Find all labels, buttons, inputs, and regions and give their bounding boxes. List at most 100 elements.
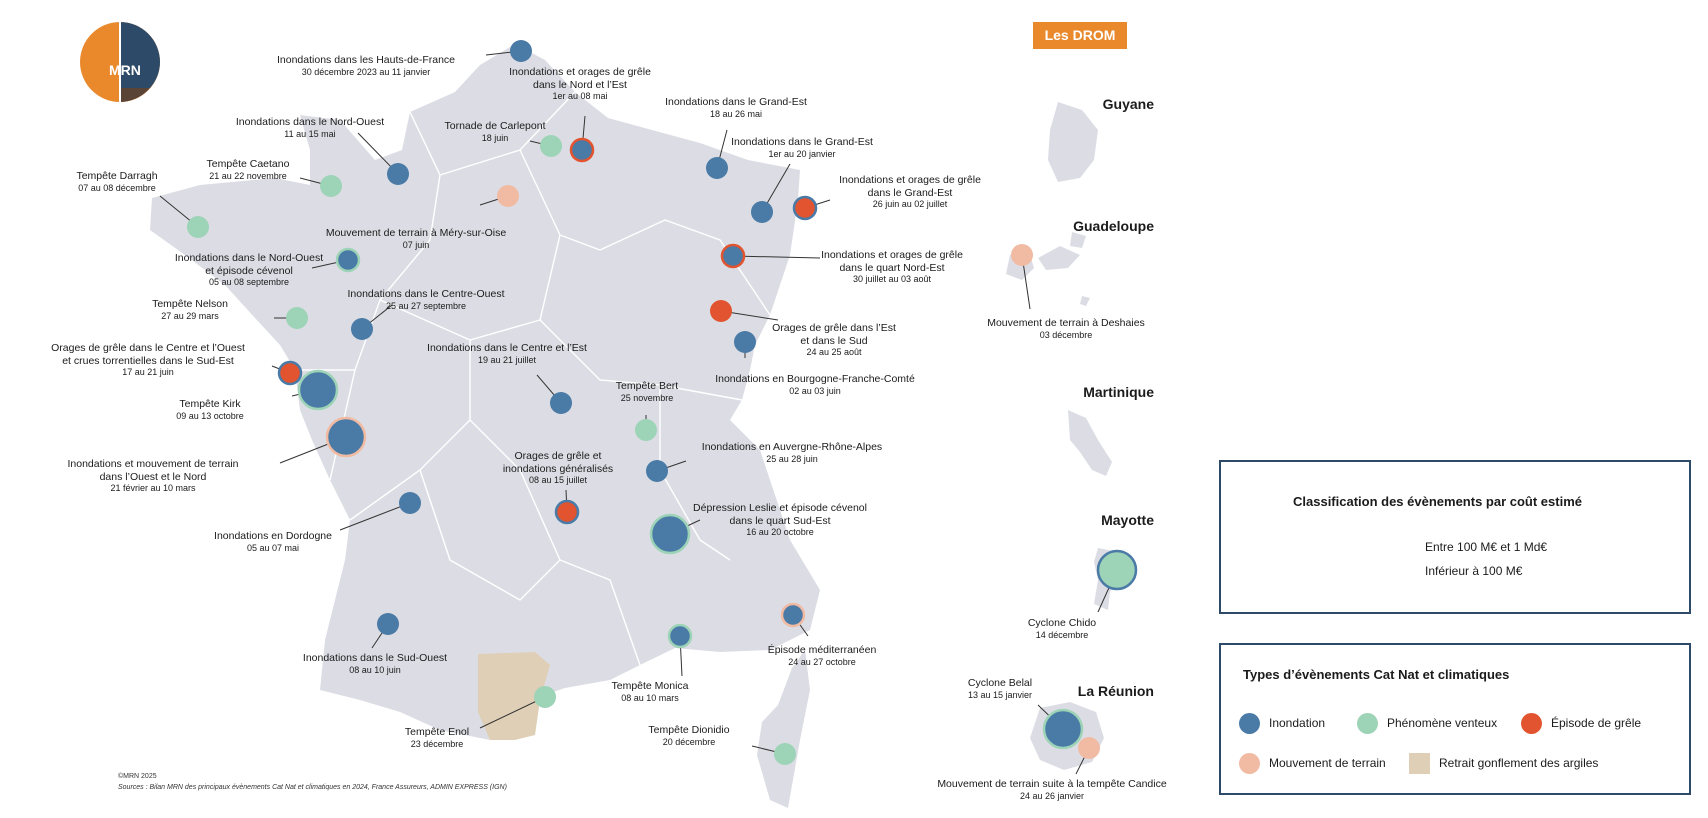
event-label: Inondations dans le Centre et l’Est 19 au… [427,342,587,366]
event-marker[interactable] [497,185,519,207]
event-date: 21 février au 10 mars [110,483,196,493]
event-marker[interactable] [774,743,796,765]
event-marker[interactable] [399,492,421,514]
event-marker[interactable] [734,331,756,353]
event-date: 30 décembre 2023 au 11 janvier [301,66,431,77]
size-legend: Classification des évènements par coût e… [1219,460,1691,614]
martinique-map [1068,410,1112,476]
event-title: Mouvement de terrain à Deshaies [987,317,1145,329]
event-marker[interactable] [780,602,806,628]
event-markers [187,40,1138,765]
event-date: 05 au 08 septembre [208,277,290,287]
event-label: Tempête Nelson 27 au 29 mars [152,298,228,322]
argiles-zone [478,652,550,740]
event-title: dans l’Ouest et le Nord [99,470,207,483]
event-marker[interactable] [377,613,399,635]
event-marker[interactable] [646,460,668,482]
event-marker[interactable] [554,499,580,525]
legend-inondation-label: Inondation [1269,716,1326,730]
event-date: 08 au 10 mars [621,692,679,703]
event-marker[interactable] [706,157,728,179]
event-title: Inondations en Auvergne-Rhône-Alpes [701,441,883,453]
event-date: 21 au 22 novembre [209,170,287,181]
legend-terrain-label: Mouvement de terrain [1269,756,1386,770]
event-title: Mouvement de terrain suite à la tempête … [937,778,1167,790]
event-marker[interactable] [710,300,732,322]
event-marker[interactable] [325,416,367,458]
type-legend-title: Types d’évènements Cat Nat et climatique… [1243,667,1510,682]
event-marker[interactable] [540,135,562,157]
event-date: 25 novembre [620,392,674,403]
event-marker[interactable] [550,392,572,414]
event-date: 18 juin [481,132,509,143]
event-title: Cyclone Chido [1027,617,1097,629]
event-label: Inondations et mouvement de terrain dans … [67,458,238,494]
event-label: Inondations dans le Centre-Ouest 25 au 27… [347,288,504,312]
event-title: dans le quart Nord-Est [839,261,945,274]
event-marker[interactable] [635,419,657,441]
event-marker[interactable] [649,513,691,555]
event-marker[interactable] [187,216,209,238]
event-date: 25 au 28 juin [766,453,818,464]
drom-badge: Les DROM [1033,22,1127,49]
event-label: Inondations dans le Nord-Ouest et épisode… [175,252,323,288]
event-title: Orages de grêle et [514,450,602,462]
event-marker[interactable] [351,318,373,340]
event-marker[interactable] [1042,708,1084,750]
event-label: Inondations en Dordogne 05 au 07 mai [214,530,332,554]
drom-label-reunion: La Réunion [1077,683,1154,699]
legend-grele-swatch [1521,713,1542,734]
legend-vent-label: Phénomène venteux [1387,716,1498,730]
event-label: Inondations et orages de grêle dans le qu… [821,249,963,285]
event-title: Inondations dans le Nord-Ouest [174,252,324,264]
event-label: Inondations dans le Nord-Ouest 11 au 15 m… [236,116,384,140]
event-title: Tempête Kirk [179,398,241,410]
event-date: 24 au 27 octobre [788,656,856,667]
event-marker[interactable] [1011,244,1033,266]
event-marker[interactable] [667,623,693,649]
event-marker[interactable] [1096,549,1138,591]
leader-line [339,502,411,531]
event-marker[interactable] [751,201,773,223]
drom-label-martinique: Martinique [1083,384,1154,400]
event-title: Inondations dans le Centre-Ouest [347,288,505,300]
size-legend-small-label: Inférieur à 100 M€ [1425,564,1523,578]
event-marker[interactable] [286,307,308,329]
event-label: Tempête Darragh 07 au 08 décembre [76,170,157,194]
event-date: 24 au 26 janvier [1019,790,1085,801]
event-title: Inondations dans le Grand-Est [665,96,807,108]
legend-argiles-swatch [1409,753,1430,774]
event-marker[interactable] [569,137,595,163]
event-label: Tempête Bert 25 novembre [616,380,678,404]
event-title: Inondations et orages de grêle [821,249,963,261]
event-marker[interactable] [534,686,556,708]
event-date: 18 au 26 mai [709,108,763,119]
event-label: Inondations et orages de grêle dans le Gr… [839,174,981,210]
region-borders [295,91,771,666]
event-date: 02 au 03 juin [789,385,841,396]
event-marker[interactable] [387,163,409,185]
legend-terrain-swatch [1239,753,1260,774]
event-date: 26 juin au 02 juillet [872,199,948,209]
corsica [757,650,810,808]
size-legend-title: Classification des évènements par coût e… [1293,494,1582,509]
guyane-map [1048,102,1098,182]
event-marker[interactable] [510,40,532,62]
legend-vent-swatch [1357,713,1378,734]
legend-inondation-swatch [1239,713,1260,734]
event-title: Tempête Bert [615,380,679,392]
event-title: Inondations et orages de grêle [509,66,651,78]
event-marker[interactable] [335,247,361,273]
event-marker[interactable] [297,369,339,411]
event-date: 1er au 20 janvier [768,148,836,159]
event-label: Tempête Enol 23 décembre [405,726,469,750]
event-marker[interactable] [277,360,303,386]
event-marker[interactable] [720,243,746,269]
event-marker[interactable] [320,175,342,197]
event-label: Orages de grêle dans l’Est et dans le Sud… [772,322,896,358]
event-date: 14 décembre [1035,629,1089,640]
event-marker[interactable] [792,195,818,221]
event-title: Inondations et orages de grêle [839,174,981,186]
event-title: Inondations en Dordogne [214,530,332,542]
event-marker[interactable] [1078,737,1100,759]
